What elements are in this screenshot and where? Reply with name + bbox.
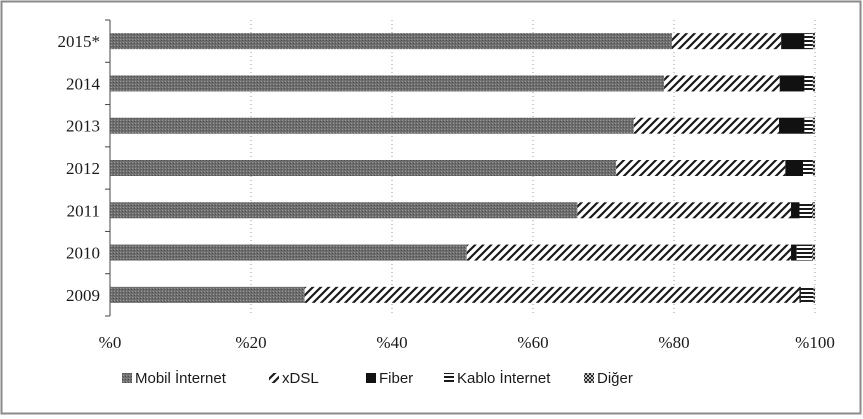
legend-label-fiber: Fiber: [379, 370, 413, 387]
bar-kablo-i-nternet-2012: [803, 160, 813, 176]
x-tick-label: %20: [235, 333, 266, 352]
bar-mobil-i-nternet-2012: [110, 160, 617, 176]
bar-di-er-2011: [812, 202, 815, 219]
bar-kablo-i-nternet-2014: [804, 75, 813, 92]
x-tick-label: %80: [658, 333, 689, 352]
bar-fiber-2009: [799, 286, 801, 303]
legend-label-mobil-i-nternet: Mobil İnternet: [135, 369, 227, 387]
bar-di-er-2013: [812, 117, 815, 134]
bar-kablo-i-nternet-2013: [804, 117, 813, 134]
bar-kablo-i-nternet-2015: [804, 33, 813, 50]
x-tick-label: %0: [99, 333, 122, 352]
category-label: 2015*: [58, 32, 101, 51]
bar-fiber-2015: [781, 33, 805, 50]
bar-xdsl-2013: [633, 117, 780, 134]
bar-di-er-2009: [813, 286, 815, 303]
bar-mobil-i-nternet-2014: [110, 75, 665, 92]
bar-kablo-i-nternet-2009: [800, 286, 814, 303]
x-tick-label: %60: [517, 333, 548, 352]
category-label: 2011: [67, 201, 100, 220]
bar-fiber-2010: [791, 244, 797, 261]
legend-label-kablo-i-nternet: Kablo İnternet: [457, 369, 551, 387]
bar-di-er-2015: [812, 33, 815, 50]
bar-mobil-i-nternet-2015: [110, 33, 672, 50]
category-label: 2013: [66, 117, 100, 136]
bar-mobil-i-nternet-2013: [110, 117, 634, 134]
legend-swatch-mobil-i-nternet: [122, 373, 132, 383]
bar-mobil-i-nternet-2011: [110, 202, 578, 219]
category-label: 2009: [66, 286, 100, 305]
bar-mobil-i-nternet-2010: [110, 244, 467, 261]
category-label: 2010: [66, 244, 100, 263]
category-labels: 2015* 2014 2013 2012 2011 2010 2009: [58, 32, 101, 305]
category-label: 2014: [66, 74, 101, 93]
bar-xdsl-2014: [664, 75, 780, 92]
legend-swatch-kablo-i-nternet: [444, 373, 454, 383]
bar-xdsl-2011: [577, 202, 792, 219]
legend-swatch-fiber: [366, 373, 376, 383]
bar-fiber-2011: [791, 202, 800, 219]
bar-xdsl-2010: [466, 244, 792, 261]
x-tick-label: %100: [795, 333, 835, 352]
bar-kablo-i-nternet-2010: [796, 244, 813, 261]
bar-di-er-2010: [812, 244, 815, 261]
bar-xdsl-2015: [671, 33, 782, 50]
bar-xdsl-2009: [304, 286, 800, 303]
legend-label-xdsl: xDSL: [282, 370, 319, 387]
bar-di-er-2012: [812, 160, 815, 176]
bar-xdsl-2012: [616, 160, 786, 176]
legend-label-di-er: Diğer: [597, 370, 633, 387]
legend-swatch-di-er: [584, 373, 594, 383]
legend-swatch-xdsl: [269, 373, 279, 383]
category-label: 2012: [66, 159, 100, 178]
bars: [110, 33, 815, 303]
x-tick-label: %40: [376, 333, 407, 352]
bar-fiber-2013: [779, 117, 805, 134]
x-tick-labels: %0 %20 %40 %60 %80 %100: [99, 333, 835, 352]
bar-fiber-2014: [779, 75, 805, 92]
bar-mobil-i-nternet-2009: [110, 286, 305, 303]
bar-kablo-i-nternet-2011: [799, 202, 813, 219]
bar-di-er-2014: [812, 75, 815, 92]
legend: Mobil İnternet xDSL Fiber Kablo İnternet Diğ…: [122, 369, 633, 387]
bar-fiber-2012: [785, 160, 804, 176]
